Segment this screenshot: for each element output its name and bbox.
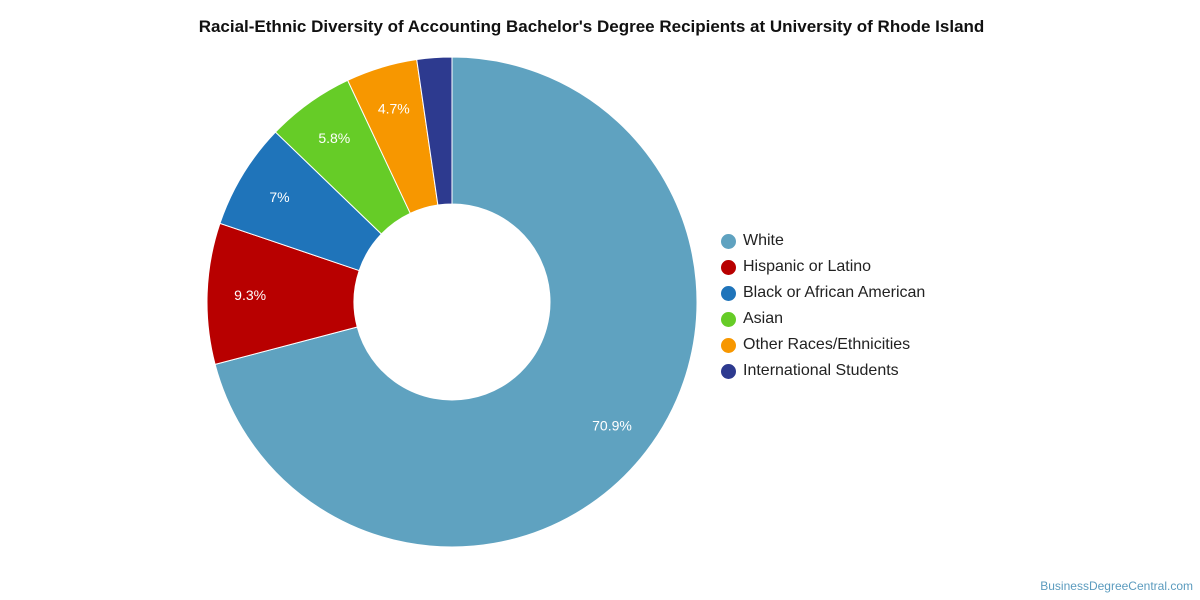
slice-international-students <box>416 56 453 206</box>
legend-swatch <box>721 259 736 275</box>
legend-label: International Students <box>743 362 899 379</box>
legend-label: White <box>743 232 784 249</box>
data-label: 4.7% <box>378 101 410 117</box>
legend-label: Hispanic or Latino <box>743 258 872 275</box>
slice-white <box>214 56 698 548</box>
legend-item[interactable]: Other Races/Ethnicities <box>721 332 925 358</box>
legend-swatch <box>721 311 736 327</box>
data-label: 5.8% <box>318 130 350 146</box>
legend-swatch <box>721 285 736 301</box>
chart-title: Racial-Ethnic Diversity of Accounting Ba… <box>198 17 985 36</box>
data-label: 7% <box>269 189 289 205</box>
legend-item[interactable]: Black or African American <box>721 280 925 306</box>
legend: White Hispanic or Latino Black or African … <box>721 228 925 384</box>
data-label: 70.9% <box>592 417 632 433</box>
legend-swatch <box>721 363 736 379</box>
legend-label: Black or African American <box>743 284 926 301</box>
data-label: 9.3% <box>234 287 266 303</box>
legend-label: Asian <box>743 310 784 327</box>
legend-swatch <box>721 337 736 353</box>
legend-label: Other Races/Ethnicities <box>743 336 911 353</box>
legend-swatch <box>721 233 736 249</box>
legend-item[interactable]: International Students <box>721 358 925 384</box>
legend-item[interactable]: Asian <box>721 306 925 332</box>
legend-item[interactable]: White <box>721 228 925 254</box>
watermark: BusinessDegreeCentral.com <box>1040 579 1193 593</box>
legend-item[interactable]: Hispanic or Latino <box>721 254 925 280</box>
